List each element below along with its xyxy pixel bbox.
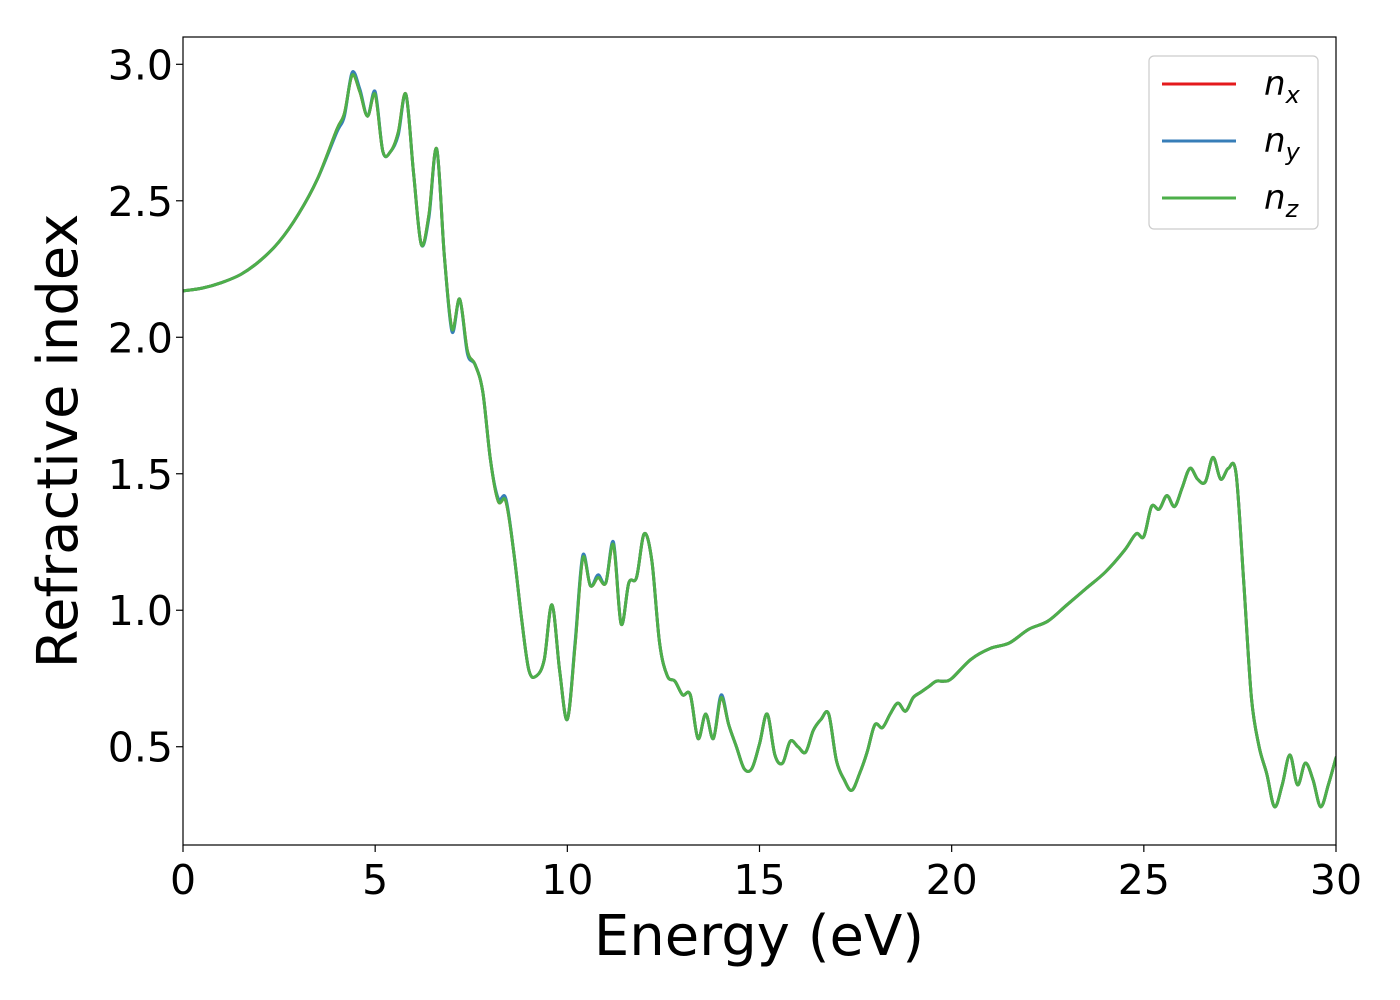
x-tick-label: 20 [926, 856, 978, 904]
y-axis-title: Refractive index [26, 214, 91, 669]
legend-label-z: nz [1264, 178, 1300, 223]
x-tick-label: 0 [170, 856, 196, 904]
legend-label-subscript: y [1285, 138, 1301, 166]
x-tick-label: 30 [1310, 856, 1362, 904]
y-tick-label: 1.0 [108, 587, 173, 635]
legend-label-base: n [1264, 64, 1286, 104]
x-tick-label: 15 [733, 856, 785, 904]
legend-label-base: n [1264, 121, 1286, 161]
y-tick-label: 2.5 [108, 178, 173, 226]
y-tick-label: 0.5 [108, 724, 173, 772]
series-line-z [183, 73, 1336, 809]
x-tick-label: 10 [541, 856, 593, 904]
x-tick-label: 5 [362, 856, 388, 904]
legend-label-base: n [1264, 178, 1286, 218]
series-layer [183, 70, 1336, 809]
legend-label-x: nx [1264, 64, 1301, 109]
legend-label-subscript: x [1285, 81, 1301, 109]
x-axis-ticks: 0 5 10 15 20 25 30 [170, 845, 1362, 904]
y-axis-ticks: 0.5 1.0 1.5 2.0 2.5 3.0 [108, 41, 183, 772]
y-tick-label: 1.5 [108, 451, 173, 499]
legend-label-y: ny [1264, 121, 1301, 166]
x-tick-label: 25 [1118, 856, 1170, 904]
x-axis-title: Energy (eV) [594, 904, 924, 969]
legend-label-subscript: z [1285, 195, 1300, 223]
y-tick-label: 2.0 [108, 314, 173, 362]
y-tick-label: 3.0 [108, 41, 173, 89]
